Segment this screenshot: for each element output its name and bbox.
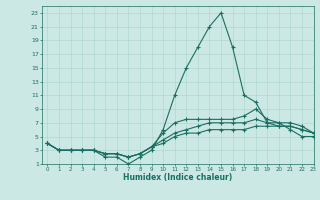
X-axis label: Humidex (Indice chaleur): Humidex (Indice chaleur) xyxy=(123,173,232,182)
